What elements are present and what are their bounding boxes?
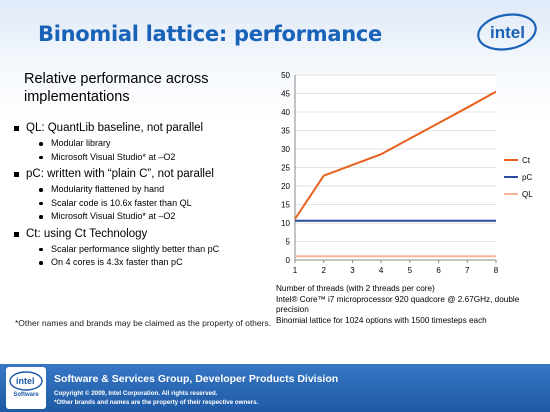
y-tick-label: 5: [286, 238, 291, 247]
chart-notes: Number of threads (with 2 threads per co…: [276, 284, 546, 326]
x-axis-label: Number of threads (with 2 threads per co…: [276, 284, 435, 293]
x-tick-label: 1: [293, 266, 298, 275]
bullet-text: pC: written with “plain C”, not parallel: [26, 168, 214, 180]
sub-bullet: Microsoft Visual Studio* at –O2: [26, 210, 274, 224]
x-tick-label: 6: [436, 266, 441, 275]
intel-software-badge: intel Software: [6, 367, 46, 409]
sub-bullet: Modular library: [26, 137, 274, 151]
series-line-ct: [294, 90, 497, 220]
y-tick-label: 0: [286, 256, 291, 265]
bullet-ct: Ct: using Ct Technology Scalar performan…: [12, 227, 274, 270]
bullet-text: Ct: using Ct Technology: [26, 227, 148, 240]
y-tick-label: 25: [281, 164, 290, 173]
disclaimer: *Other names and brands may be claimed a…: [15, 318, 272, 328]
legend-label-ct: Ct: [522, 156, 531, 165]
y-tick-label: 35: [281, 127, 290, 136]
slide-subtitle: Relative performance across implementati…: [24, 71, 209, 105]
workload-note: Binomial lattice for 1024 options with 1…: [276, 315, 487, 325]
bullet-ql: QL: QuantLib baseline, not parallel Modu…: [12, 121, 274, 164]
x-tick-label: 7: [465, 266, 470, 275]
footer-copyright: Copyright © 2009, Intel Corporation. All…: [54, 389, 258, 407]
footer-division: Software & Services Group, Developer Pro…: [54, 373, 339, 385]
y-tick-label: 20: [281, 182, 290, 191]
sub-bullet: On 4 cores is 4.3x faster than pC: [26, 256, 274, 270]
y-tick-label: 15: [281, 201, 290, 210]
y-tick-label: 50: [281, 71, 290, 80]
y-tick-label: 10: [281, 219, 290, 228]
processor-note: Intel® Core™ i7 microprocessor 920 quadc…: [276, 294, 520, 315]
sub-bullet: Modularity flattened by hand: [26, 183, 274, 197]
x-tick-label: 2: [321, 266, 326, 275]
badge-logo-text: intel: [16, 376, 35, 386]
badge-logo-icon: intel: [9, 371, 43, 391]
y-tick-label: 30: [281, 145, 290, 154]
x-tick-label: 4: [379, 266, 384, 275]
trademark-text: *Other brands and names are the property…: [54, 399, 259, 406]
x-tick-label: 8: [494, 266, 499, 275]
y-tick-label: 45: [281, 90, 290, 99]
logo-text: intel: [490, 23, 525, 42]
badge-label: Software: [13, 392, 39, 398]
bullet-pc: pC: written with “plain C”, not parallel…: [12, 167, 274, 224]
sub-bullet: Microsoft Visual Studio* at –O2: [26, 151, 274, 165]
copyright-text: Copyright © 2009, Intel Corporation. All…: [54, 390, 218, 397]
x-tick-label: 3: [350, 266, 355, 275]
y-tick-label: 40: [281, 108, 290, 117]
bullet-list: QL: QuantLib baseline, not parallel Modu…: [12, 121, 274, 273]
footer-bar: intel Software Software & Services Group…: [0, 364, 550, 412]
sub-bullet: Scalar performance slightly better than …: [26, 243, 274, 257]
bullet-text: QL: QuantLib baseline, not parallel: [26, 122, 204, 134]
slide-title: Binomial lattice: performance: [38, 22, 382, 46]
intel-logo: intel: [477, 13, 537, 51]
sub-bullet: Scalar code is 10.6x faster than QL: [26, 197, 274, 211]
legend-label-pc: pC: [522, 173, 532, 182]
x-tick-label: 5: [408, 266, 413, 275]
legend-label-ql: QL: [522, 190, 533, 199]
